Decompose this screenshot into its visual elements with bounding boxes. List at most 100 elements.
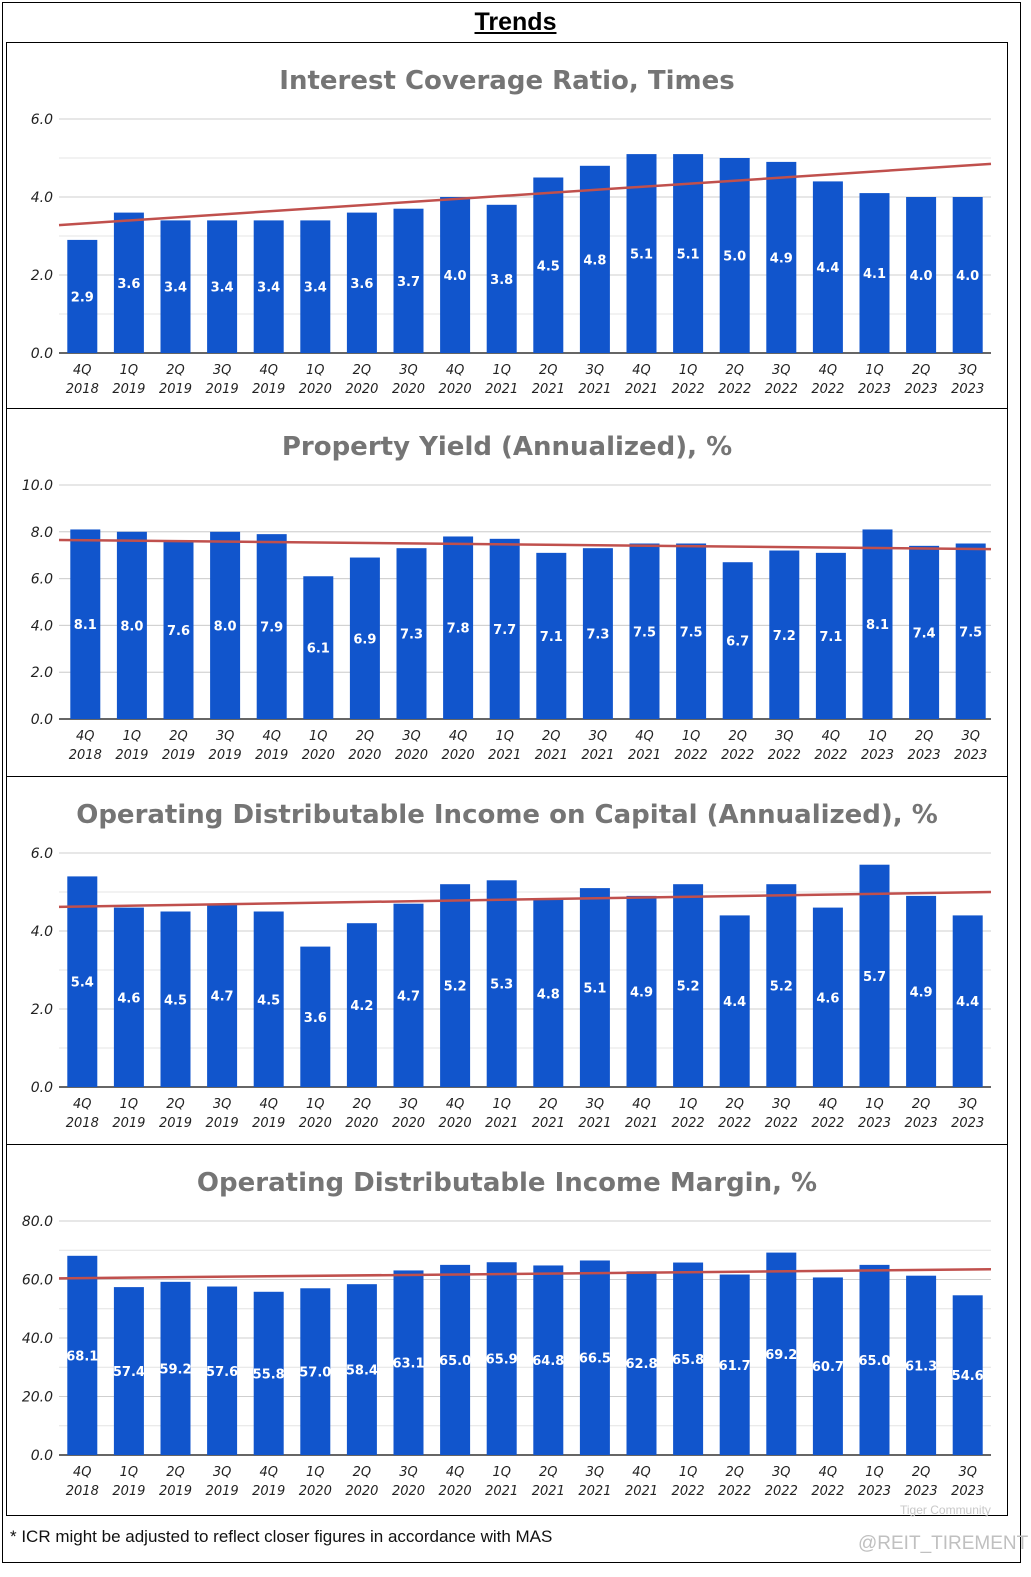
bar — [486, 880, 517, 1087]
x-tick-label: 4Q — [262, 729, 281, 744]
x-tick-label: 2Q — [915, 729, 934, 744]
data-label: 3.4 — [164, 281, 187, 296]
x-tick-label: 2022 — [718, 1484, 751, 1499]
x-tick-label: 2019 — [159, 382, 192, 397]
x-tick-label: 2020 — [345, 1484, 378, 1499]
x-tick-label: 2021 — [578, 382, 611, 397]
x-tick-label: 3Q — [586, 363, 605, 378]
data-label: 3.4 — [211, 281, 234, 296]
x-tick-label: 2Q — [353, 1097, 372, 1112]
bar — [113, 1287, 144, 1455]
x-tick-label: 2020 — [442, 748, 475, 763]
data-label: 7.1 — [819, 630, 842, 645]
data-label: 4.9 — [770, 251, 793, 266]
bar — [486, 204, 517, 353]
bar — [303, 576, 334, 719]
x-tick-label: 2019 — [252, 382, 285, 397]
x-tick-label: 3Q — [399, 1465, 418, 1480]
x-tick-label: 2018 — [66, 382, 99, 397]
data-label: 66.5 — [579, 1352, 611, 1367]
bar — [536, 552, 567, 719]
bar — [349, 557, 380, 719]
data-label: 6.9 — [353, 632, 376, 647]
bar — [163, 541, 194, 719]
x-tick-label: 2018 — [66, 1484, 99, 1499]
bar — [443, 536, 474, 719]
bar — [626, 1271, 657, 1455]
x-tick-label: 2019 — [112, 1484, 145, 1499]
x-tick-label: 2020 — [439, 1116, 472, 1131]
x-tick-label: 4Q — [73, 1465, 92, 1480]
data-label: 4.9 — [910, 985, 933, 1000]
bar — [67, 876, 98, 1087]
data-label: 7.9 — [260, 621, 283, 636]
x-tick-label: 1Q — [306, 363, 325, 378]
y-tick-label: 2.0 — [31, 1002, 53, 1018]
data-label: 7.6 — [167, 624, 190, 639]
x-tick-label: 3Q — [399, 1097, 418, 1112]
bar — [906, 1275, 937, 1455]
bar — [489, 538, 520, 719]
bar — [440, 1264, 471, 1455]
data-label: 7.5 — [680, 625, 703, 640]
data-label: 6.1 — [307, 642, 330, 657]
bar — [629, 543, 660, 719]
data-label: 7.7 — [493, 623, 516, 638]
x-tick-label: 1Q — [306, 1097, 325, 1112]
data-label: 7.8 — [447, 622, 470, 637]
x-tick-label: 3Q — [589, 729, 608, 744]
x-tick-label: 2023 — [951, 1116, 984, 1131]
x-tick-label: 1Q — [865, 363, 884, 378]
x-tick-label: 2023 — [858, 382, 891, 397]
bar — [207, 220, 238, 353]
data-label: 55.8 — [253, 1367, 285, 1382]
bar — [673, 154, 704, 353]
data-label: 3.6 — [304, 1011, 327, 1026]
x-tick-label: 2Q — [166, 1465, 185, 1480]
data-label: 3.8 — [490, 273, 513, 288]
bar — [862, 529, 893, 719]
x-tick-label: 2022 — [672, 382, 705, 397]
data-label: 4.4 — [956, 995, 979, 1010]
x-tick-label: 1Q — [120, 363, 139, 378]
x-tick-label: 2Q — [539, 1465, 558, 1480]
x-tick-label: 1Q — [309, 729, 328, 744]
data-label: 5.3 — [490, 978, 513, 993]
x-tick-label: 2021 — [581, 748, 614, 763]
x-tick-label: 1Q — [865, 1097, 884, 1112]
bar — [160, 911, 191, 1087]
x-tick-label: 4Q — [259, 363, 278, 378]
chart-title: Operating Distributable Income on Capita… — [76, 800, 938, 830]
x-tick-label: 2Q — [539, 1097, 558, 1112]
x-tick-label: 2022 — [765, 1484, 798, 1499]
x-tick-label: 2Q — [169, 729, 188, 744]
bar — [113, 907, 144, 1087]
data-label: 3.7 — [397, 275, 420, 290]
chart-odi-on-capital: Operating Distributable Income on Capita… — [31, 800, 992, 1131]
chart-panel-property-yield: Property Yield (Annualized), % 0.0 2.0 4.0 6… — [6, 408, 1008, 777]
x-tick-label: 2019 — [115, 748, 148, 763]
x-tick-label: 2020 — [345, 382, 378, 397]
data-label: 7.5 — [959, 625, 982, 640]
x-tick-label: 2021 — [625, 1484, 658, 1499]
x-tick-label: 2020 — [299, 1116, 332, 1131]
x-tick-label: 2021 — [485, 1484, 518, 1499]
y-tick-label: 8.0 — [31, 525, 53, 541]
x-tick-label: 2018 — [69, 748, 102, 763]
x-tick-label: 4Q — [632, 1097, 651, 1112]
x-tick-label: 2021 — [625, 382, 658, 397]
data-label: 4.4 — [723, 995, 746, 1010]
x-tick-label: 2Q — [912, 1097, 931, 1112]
x-tick-label: 3Q — [772, 363, 791, 378]
x-tick-label: 4Q — [632, 363, 651, 378]
x-tick-label: 1Q — [679, 1097, 698, 1112]
y-tick-label: 0.0 — [31, 1448, 53, 1464]
y-tick-label: 2.0 — [31, 268, 53, 284]
bar — [579, 1260, 610, 1455]
y-tick-label: 20.0 — [22, 1390, 53, 1406]
x-tick-label: 1Q — [865, 1465, 884, 1480]
data-label: 4.8 — [537, 987, 560, 1002]
data-label: 5.1 — [630, 248, 653, 263]
y-tick-label: 2.0 — [31, 665, 53, 681]
